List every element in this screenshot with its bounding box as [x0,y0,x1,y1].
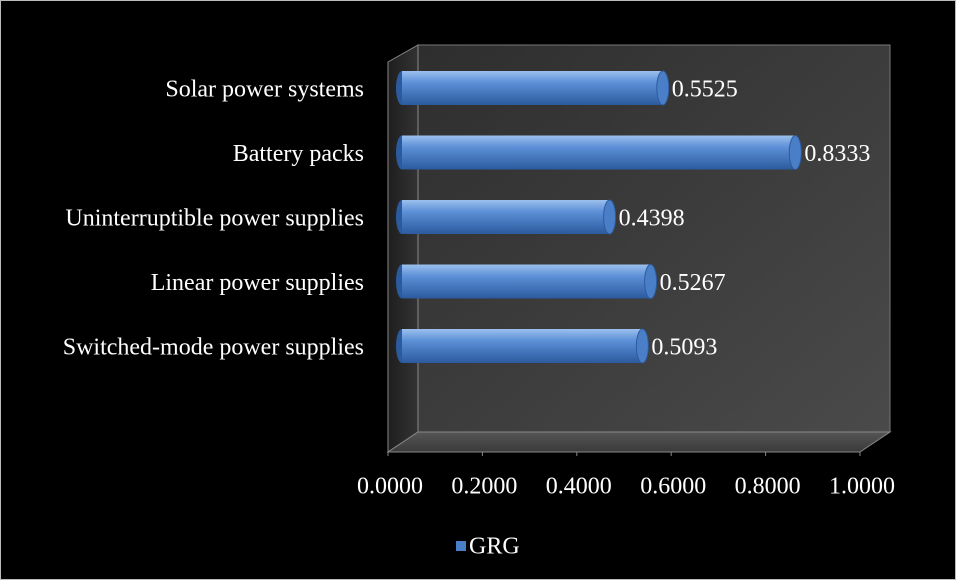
floor [386,431,892,453]
value-label: 0.4398 [619,206,685,232]
bar-group [396,328,649,364]
x-tick-label: 1.0000 [829,474,895,500]
bar-cap [644,264,658,299]
bar [402,329,643,363]
x-tick-label: 0.8000 [735,474,801,500]
y-tick-label: Uninterruptible power supplies [65,206,364,232]
bar-cap [788,135,802,170]
bar [402,135,796,170]
legend-marker [456,541,466,551]
y-tick-label: Battery packs [233,141,364,167]
legend-label: GRG [469,534,520,560]
value-label: 0.5093 [651,335,717,361]
bar-group [396,135,802,170]
value-label: 0.5267 [660,270,726,296]
value-label: 0.8333 [804,141,870,167]
bar-group [396,70,670,106]
y-tick-label: Solar power systems [165,77,364,103]
bar-group [396,199,617,235]
bar [402,264,651,299]
bar-cap [635,328,649,364]
x-tick-label: 0.4000 [546,474,612,500]
bar [402,71,663,105]
x-tick-label: 0.6000 [640,474,706,500]
x-tick-label: 0.2000 [451,474,517,500]
bar [402,200,610,234]
y-tick-label: Switched-mode power supplies [63,335,364,361]
bar-cap [603,199,617,235]
side-wall [387,44,419,453]
bar-cap [656,70,670,106]
x-tick-label: 0.0000 [357,474,423,500]
value-label: 0.5525 [672,77,738,103]
bar-group [396,264,658,299]
y-tick-label: Linear power supplies [151,270,364,296]
